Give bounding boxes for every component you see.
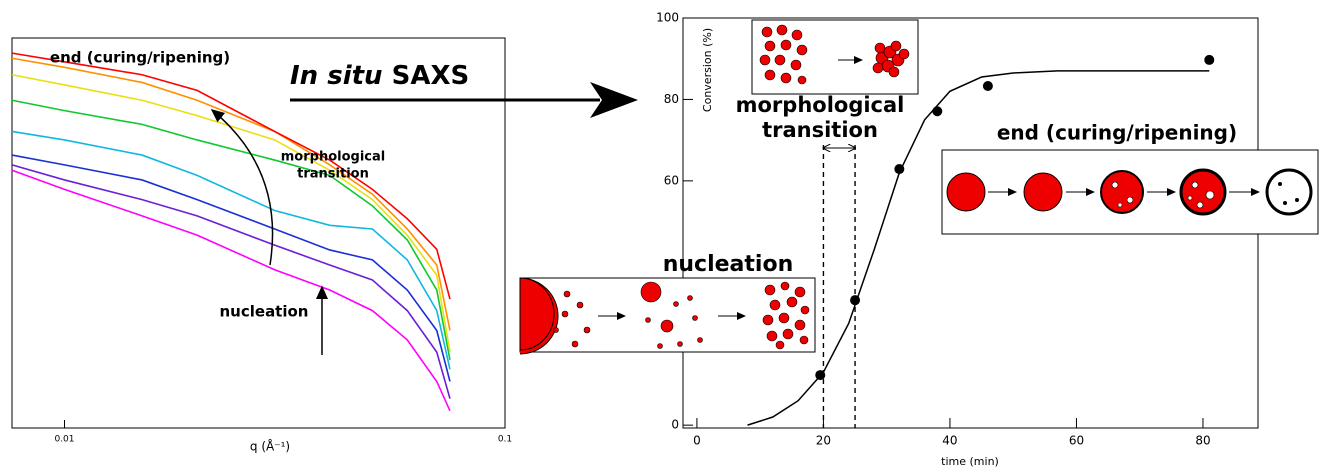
inset-title: morphological (736, 93, 905, 117)
inset-title: transition (762, 118, 878, 142)
x-axis-label: q (Å⁻¹) (250, 439, 290, 454)
figure: 0.01 0.1 q (Å⁻¹) end (curing/ripening) mo… (0, 0, 1328, 471)
data-point (894, 164, 904, 174)
x-axis-label: time (min) (941, 455, 999, 468)
data-point (983, 81, 993, 91)
x-tick-label: 0.01 (54, 435, 74, 445)
inset-nucleation (520, 278, 815, 354)
annotation: morphological (281, 150, 385, 165)
x-tick-label: 60 (1069, 434, 1084, 448)
x-tick-label: 40 (942, 434, 957, 448)
inset-transition (752, 20, 918, 94)
x-tick-label: 20 (816, 434, 831, 448)
data-point (932, 106, 942, 116)
y-tick-label: 0 (671, 418, 679, 432)
arrow-label-italic: In situ (290, 61, 383, 91)
x-tick-label: 0 (693, 434, 701, 448)
arrow-label: In situ SAXS (290, 61, 469, 91)
saxs-plot: 0.01 0.1 (12, 53, 512, 444)
y-axis-label: Conversion (%) (701, 28, 714, 112)
annotation: nucleation (220, 303, 309, 321)
annotation: end (curing/ripening) (50, 49, 230, 67)
data-point (850, 295, 860, 305)
y-tick-label: 60 (664, 173, 679, 187)
annotation: transition (297, 167, 369, 182)
saxs-curve (12, 155, 450, 381)
inset-title: nucleation (663, 252, 794, 277)
x-tick-label: 80 (1195, 434, 1210, 448)
y-tick-label: 100 (656, 11, 679, 25)
inset-end (942, 150, 1318, 234)
y-tick-label: 80 (664, 92, 679, 106)
left-frame (12, 38, 505, 428)
data-point (815, 370, 825, 380)
arrow-label-rest: SAXS (392, 61, 470, 91)
x-tick-label: 0.1 (498, 435, 512, 445)
data-point (1204, 55, 1214, 65)
inset-title: end (curing/ripening) (997, 121, 1237, 145)
